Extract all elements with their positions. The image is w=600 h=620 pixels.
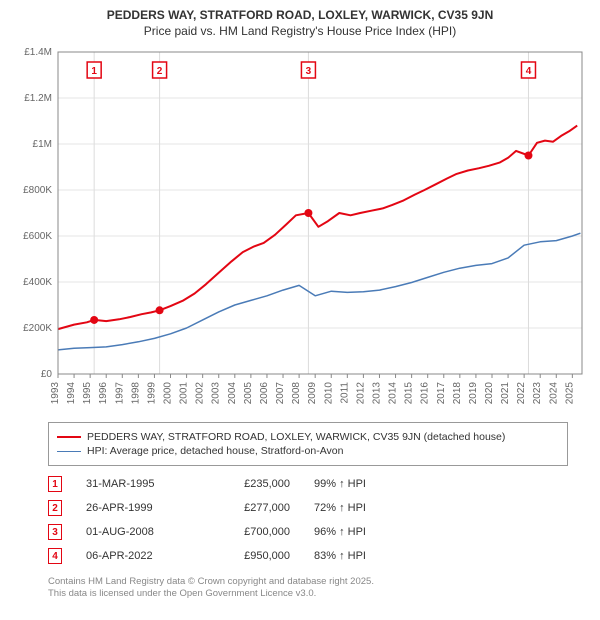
chart-area: £0 £200K £400K £600K £800K £1M £1.2M £1.4M 1993 1… <box>10 44 590 414</box>
chart-svg: £0 £200K £400K £600K £800K £1M £1.2M £1.4M 1993 1… <box>10 44 590 414</box>
sale-date: 31-MAR-1995 <box>86 478 186 490</box>
svg-text:2015: 2015 <box>404 382 415 405</box>
svg-text:£0: £0 <box>41 369 53 380</box>
svg-text:2: 2 <box>157 66 163 77</box>
svg-text:£200K: £200K <box>23 323 52 334</box>
sale-pct: 99% ↑ HPI <box>314 478 404 490</box>
svg-text:2003: 2003 <box>211 382 222 405</box>
svg-text:2020: 2020 <box>484 382 495 405</box>
sale-date: 06-APR-2022 <box>86 550 186 562</box>
svg-text:£1.4M: £1.4M <box>24 47 52 58</box>
sale-marker-2: 2 <box>48 500 62 516</box>
svg-text:2019: 2019 <box>468 382 479 405</box>
svg-text:1993: 1993 <box>50 382 61 405</box>
svg-text:2000: 2000 <box>163 382 174 405</box>
svg-text:2023: 2023 <box>532 382 543 405</box>
svg-text:2016: 2016 <box>420 382 431 405</box>
svg-text:2001: 2001 <box>179 382 190 405</box>
sales-table: 1 31-MAR-1995 £235,000 99% ↑ HPI 2 26-AP… <box>48 472 590 568</box>
sale-pct: 96% ↑ HPI <box>314 526 404 538</box>
svg-text:2004: 2004 <box>227 382 238 405</box>
svg-text:3: 3 <box>306 66 312 77</box>
svg-text:2012: 2012 <box>355 382 366 405</box>
svg-text:2011: 2011 <box>339 382 350 404</box>
legend: PEDDERS WAY, STRATFORD ROAD, LOXLEY, WAR… <box>48 422 568 466</box>
svg-text:1: 1 <box>91 66 97 77</box>
table-row: 1 31-MAR-1995 £235,000 99% ↑ HPI <box>48 472 590 496</box>
svg-text:2021: 2021 <box>500 382 511 405</box>
title-line2: Price paid vs. HM Land Registry's House … <box>10 24 590 38</box>
sale-price: £235,000 <box>210 478 290 490</box>
chart-container: PEDDERS WAY, STRATFORD ROAD, LOXLEY, WAR… <box>0 0 600 607</box>
svg-text:2025: 2025 <box>564 382 575 405</box>
table-row: 3 01-AUG-2008 £700,000 96% ↑ HPI <box>48 520 590 544</box>
table-row: 2 26-APR-1999 £277,000 72% ↑ HPI <box>48 496 590 520</box>
svg-text:1998: 1998 <box>130 382 141 405</box>
svg-text:1995: 1995 <box>82 382 93 405</box>
svg-text:2022: 2022 <box>516 382 527 405</box>
svg-text:£400K: £400K <box>23 277 52 288</box>
svg-text:2017: 2017 <box>436 382 447 405</box>
svg-text:2024: 2024 <box>548 382 559 405</box>
table-row: 4 06-APR-2022 £950,000 83% ↑ HPI <box>48 544 590 568</box>
sale-marker-4: 4 <box>48 548 62 564</box>
svg-text:£1M: £1M <box>33 139 52 150</box>
legend-label-hpi: HPI: Average price, detached house, Stra… <box>87 445 343 457</box>
svg-text:2007: 2007 <box>275 382 286 405</box>
svg-text:2006: 2006 <box>259 382 270 405</box>
footnote-line2: This data is licensed under the Open Gov… <box>48 588 590 600</box>
legend-item-property: PEDDERS WAY, STRATFORD ROAD, LOXLEY, WAR… <box>57 431 559 443</box>
svg-text:£800K: £800K <box>23 185 52 196</box>
svg-text:4: 4 <box>526 66 532 77</box>
legend-swatch-hpi <box>57 451 81 452</box>
svg-text:2008: 2008 <box>291 382 302 405</box>
title-line1: PEDDERS WAY, STRATFORD ROAD, LOXLEY, WAR… <box>10 8 590 22</box>
svg-text:2002: 2002 <box>195 382 206 405</box>
svg-text:1997: 1997 <box>114 382 125 405</box>
sale-date: 01-AUG-2008 <box>86 526 186 538</box>
svg-text:1996: 1996 <box>98 382 109 405</box>
sale-date: 26-APR-1999 <box>86 502 186 514</box>
svg-text:£1.2M: £1.2M <box>24 93 52 104</box>
svg-text:2005: 2005 <box>243 382 254 405</box>
sale-price: £277,000 <box>210 502 290 514</box>
svg-text:2018: 2018 <box>452 382 463 405</box>
sale-price: £700,000 <box>210 526 290 538</box>
footnote-line1: Contains HM Land Registry data © Crown c… <box>48 576 590 588</box>
svg-text:2010: 2010 <box>323 382 334 405</box>
footnote: Contains HM Land Registry data © Crown c… <box>48 576 590 601</box>
svg-text:£600K: £600K <box>23 231 52 242</box>
sale-marker-1: 1 <box>48 476 62 492</box>
sale-pct: 72% ↑ HPI <box>314 502 404 514</box>
svg-text:1994: 1994 <box>66 382 77 405</box>
title-block: PEDDERS WAY, STRATFORD ROAD, LOXLEY, WAR… <box>10 8 590 38</box>
legend-swatch-property <box>57 436 81 438</box>
svg-text:2014: 2014 <box>388 382 399 405</box>
legend-item-hpi: HPI: Average price, detached house, Stra… <box>57 445 559 457</box>
svg-text:2009: 2009 <box>307 382 318 405</box>
svg-text:2013: 2013 <box>371 382 382 405</box>
legend-label-property: PEDDERS WAY, STRATFORD ROAD, LOXLEY, WAR… <box>87 431 505 443</box>
sale-pct: 83% ↑ HPI <box>314 550 404 562</box>
sale-price: £950,000 <box>210 550 290 562</box>
svg-text:1999: 1999 <box>146 382 157 405</box>
sale-marker-3: 3 <box>48 524 62 540</box>
